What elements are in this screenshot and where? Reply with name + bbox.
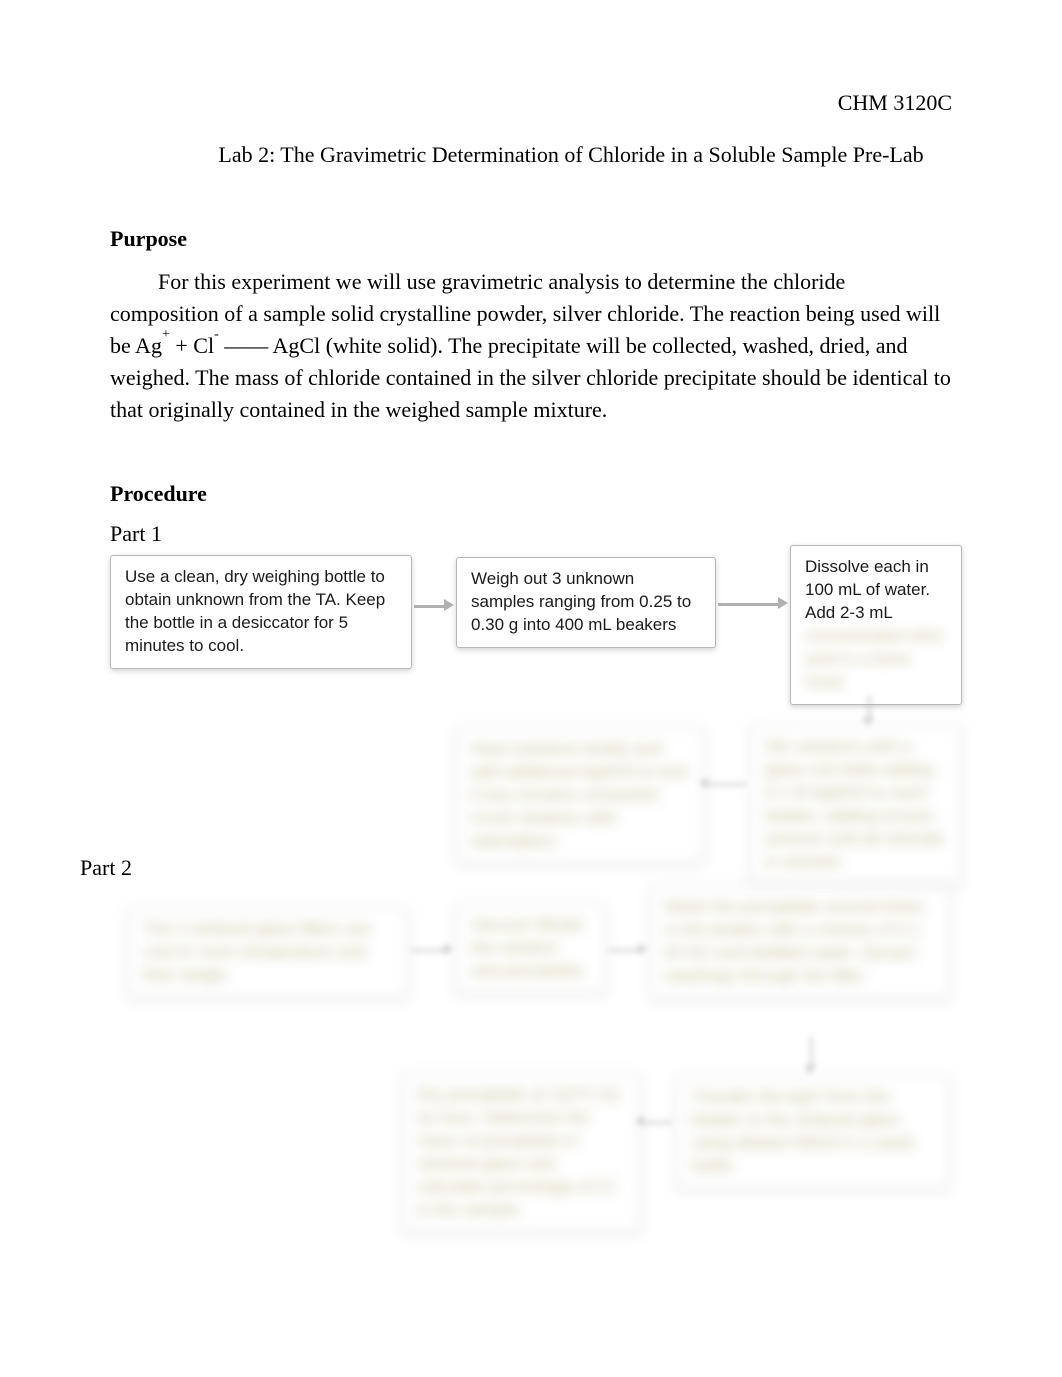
- flow-box-3-line1: Dissolve each in: [805, 556, 947, 579]
- flow-box-6: The 3 sintered glass filters are cool to…: [128, 907, 408, 998]
- purpose-heading: Purpose: [110, 226, 952, 252]
- flow-box-1-text: Use a clean, dry weighing bottle to obta…: [125, 567, 385, 655]
- part2-label-text: Part 2: [80, 855, 132, 880]
- flow-box-3-line3: Add 2-3 mL: [805, 602, 947, 625]
- purpose-text-mid1: + Cl: [170, 333, 214, 358]
- flow-box-5: Heat solutions briefly and add additiona…: [456, 727, 704, 864]
- flow-box-10: Dry precipitate at 110°C for an hour. De…: [402, 1073, 640, 1233]
- arrow-3-4-head: [862, 717, 874, 727]
- arrow-7-8-head: [638, 943, 648, 955]
- lab-title: Lab 2: The Gravimetric Determination of …: [110, 142, 952, 168]
- part2-label: Part 2: [80, 855, 132, 881]
- arrow-3-4: [868, 695, 871, 719]
- flow-box-3-blur: concentrated nitric acid in a fume hood.: [805, 625, 947, 694]
- purpose-body: For this experiment we will use gravimet…: [110, 266, 952, 425]
- flow-box-9: Transfer the AgCl from the beaker to the…: [676, 1075, 950, 1189]
- flow-box-5-text: Heat solutions briefly and add additiona…: [471, 739, 687, 850]
- flow-box-9-text: Transfer the AgCl from the beaker to the…: [691, 1087, 915, 1175]
- flow-box-3-line2: 100 mL of water.: [805, 579, 947, 602]
- flow-box-7: Vacuum filtrate the solution and precipi…: [456, 903, 606, 994]
- arrow-2-3: [718, 603, 780, 606]
- purpose-text-mid2: —— AgCl (white solid). The precipitate w…: [110, 333, 951, 422]
- arrow-9-10-head: [634, 1115, 644, 1127]
- arrow-6-7-head: [444, 943, 454, 955]
- course-code: CHM 3120C: [110, 90, 952, 116]
- superscript-plus: +: [162, 327, 170, 342]
- flow-box-1: Use a clean, dry weighing bottle to obta…: [110, 555, 412, 669]
- flow-box-3: Dissolve each in 100 mL of water. Add 2-…: [790, 545, 962, 705]
- arrow-1-2: [414, 605, 446, 608]
- flow-box-8: Wash the precipitate several times in th…: [650, 885, 950, 999]
- superscript-minus: -: [214, 327, 219, 342]
- arrow-4-5: [708, 783, 746, 786]
- arrow-2-3-head: [778, 597, 788, 609]
- arrow-9-10: [644, 1121, 672, 1124]
- flowchart-area: Use a clean, dry weighing bottle to obta…: [110, 555, 952, 1255]
- flow-box-2: Weigh out 3 unknown samples ranging from…: [456, 557, 716, 648]
- flow-box-4: Stir solutions with a glass rod while ad…: [750, 725, 962, 885]
- part1-label: Part 1: [110, 521, 952, 547]
- arrow-8-9-head: [804, 1065, 816, 1075]
- flow-box-8-text: Wash the precipitate several times in th…: [665, 897, 924, 985]
- flow-box-7-text: Vacuum filtrate the solution and precipi…: [471, 915, 587, 980]
- arrow-4-5-head: [698, 777, 708, 789]
- flow-box-4-text: Stir solutions with a glass rod while ad…: [765, 737, 944, 871]
- flow-box-10-text: Dry precipitate at 110°C for an hour. De…: [417, 1085, 621, 1219]
- arrow-1-2-head: [444, 599, 454, 611]
- arrow-7-8: [608, 949, 640, 952]
- procedure-heading: Procedure: [110, 481, 952, 507]
- arrow-6-7: [410, 949, 446, 952]
- flow-box-2-text: Weigh out 3 unknown samples ranging from…: [471, 569, 691, 634]
- arrow-8-9: [810, 1037, 813, 1067]
- flow-box-6-text: The 3 sintered glass filters are cool to…: [143, 919, 371, 984]
